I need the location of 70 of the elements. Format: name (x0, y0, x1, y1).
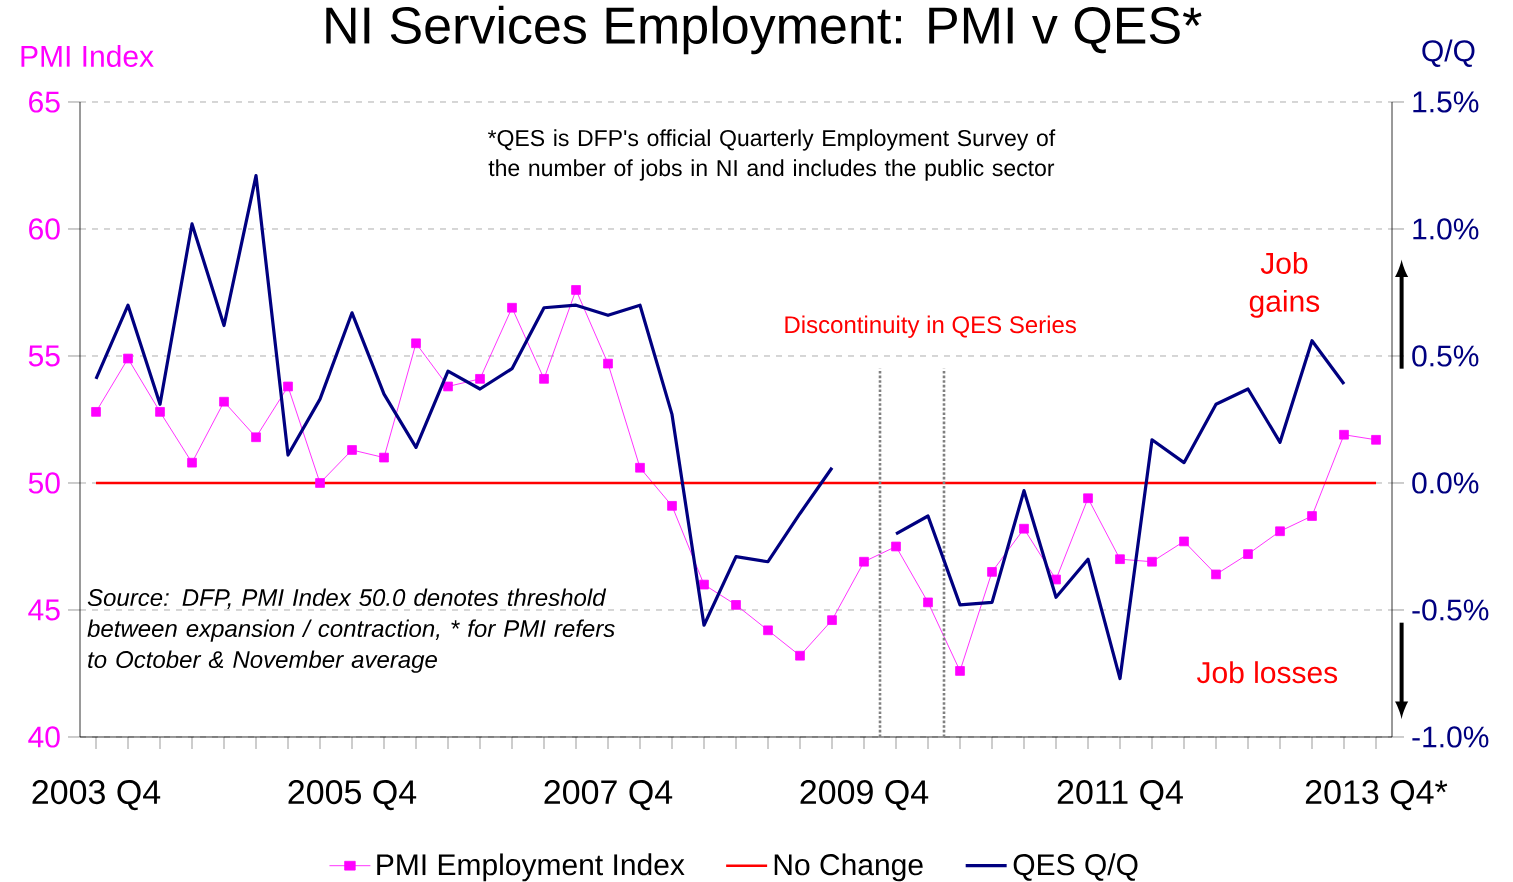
legend-label: QES Q/Q (1013, 853, 1138, 881)
point (251, 432, 261, 443)
annotation: Discontinuity in QES Series (785, 315, 1076, 338)
point (1211, 569, 1221, 580)
point (1019, 523, 1029, 534)
annotation: Job losses (1196, 661, 1338, 684)
annotation: *QES is DFP's official Quarterly Employment Survey of the number of jobs in NI and includes the public sector (487, 129, 1056, 181)
legend-label: PMI Employment Index (377, 853, 685, 882)
point (987, 567, 997, 577)
point (1371, 435, 1381, 445)
point (219, 396, 229, 407)
y-tick-label: 40 (28, 726, 60, 748)
legend-label: No Change (774, 853, 923, 882)
y2-axis-title: Q/Q (1422, 39, 1475, 67)
point (635, 462, 645, 473)
point (411, 338, 421, 349)
y-tick-label: 55 (28, 345, 60, 367)
point (923, 597, 933, 608)
y2-tick-label: 1.0% (1413, 218, 1479, 240)
point (283, 381, 293, 392)
y-tick-label: 50 (28, 472, 60, 494)
x-tick-label: 2005 Q4 (288, 780, 417, 811)
annotation: Job gains (1249, 251, 1320, 318)
point (155, 407, 165, 417)
y-tick-label: 65 (29, 91, 60, 113)
point (1179, 536, 1189, 547)
y2-tick-label: -1.0% (1412, 726, 1489, 748)
point (1339, 429, 1349, 440)
point (1307, 511, 1317, 521)
y-tick-label: 45 (28, 599, 60, 621)
point (443, 381, 453, 392)
point (187, 457, 197, 468)
point (1083, 493, 1093, 504)
point (1051, 574, 1061, 585)
point (315, 478, 325, 488)
point (539, 374, 549, 384)
point (763, 625, 773, 636)
point (891, 541, 901, 552)
point (1275, 526, 1285, 537)
point (859, 556, 869, 567)
y2-tick-label: -0.5% (1412, 599, 1489, 621)
point (123, 353, 133, 364)
point (91, 407, 101, 417)
x-tick-label: 2011 Q4 (1057, 780, 1183, 811)
x-tick-label: 2009 Q4 (800, 780, 929, 811)
point (571, 285, 581, 295)
point (1243, 549, 1253, 559)
point (1147, 556, 1157, 567)
y-tick-label: 60 (29, 218, 60, 240)
point (475, 374, 485, 384)
point (603, 358, 613, 369)
point (827, 615, 837, 625)
y2-tick-label: 0.5% (1412, 345, 1479, 367)
point (347, 445, 357, 455)
point (507, 302, 517, 313)
point (379, 452, 389, 463)
point (1115, 554, 1125, 564)
y-axis-title: PMI Index (21, 44, 154, 67)
annotation: Source: DFP, PMI Index 50.0 denotes threshold between expansion / contraction, * for PMI refers to October & November average (87, 588, 615, 673)
point (699, 579, 709, 590)
point (731, 600, 741, 610)
x-tick-label: 2007 Q4 (544, 780, 673, 811)
point (667, 501, 677, 511)
x-tick-label: 2013 Q4* (1305, 780, 1448, 811)
point (955, 666, 965, 676)
y2-tick-label: 1.5% (1413, 91, 1479, 113)
x-tick-label: 2003 Q4 (32, 780, 161, 811)
chart-title: NI Services Employment: PMI v QES* (326, 5, 1202, 55)
point (795, 650, 805, 661)
y2-tick-label: 0.0% (1412, 472, 1479, 494)
